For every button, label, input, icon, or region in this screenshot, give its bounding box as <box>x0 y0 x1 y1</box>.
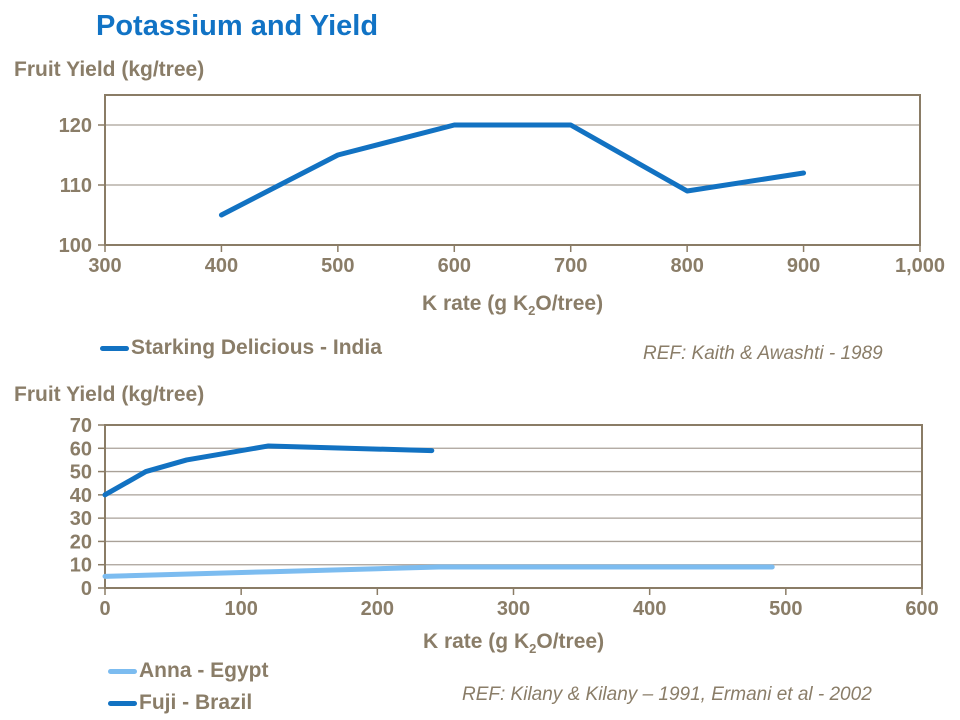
svg-text:500: 500 <box>769 598 802 620</box>
svg-text:0: 0 <box>99 598 110 620</box>
svg-text:300: 300 <box>88 255 121 277</box>
legend-line-marker-icon <box>108 668 137 674</box>
svg-text:1,000: 1,000 <box>895 255 945 277</box>
top-chart-y-axis-title: Fruit Yield (kg/tree) <box>14 58 205 81</box>
top-chart: 100 110 120 300 400 500 600 700 800 900 1,000 <box>59 94 945 277</box>
bottom-chart-x-axis-title: K rate (g K2O/tree) <box>105 630 922 656</box>
top-chart-x-axis-title: K rate (g K2O/tree) <box>105 292 920 318</box>
svg-text:700: 700 <box>554 255 587 277</box>
x-axis-title-subscript: 2 <box>529 641 537 657</box>
svg-text:400: 400 <box>205 255 238 277</box>
x-axis-title-text: O/tree) <box>536 630 605 653</box>
top-chart-legend: Starking Delicious - India <box>100 336 382 360</box>
svg-text:60: 60 <box>70 438 92 460</box>
x-axis-title-text: K rate (g K <box>422 630 530 653</box>
svg-text:500: 500 <box>321 255 354 277</box>
svg-text:100: 100 <box>59 235 92 257</box>
svg-text:600: 600 <box>905 598 938 620</box>
svg-text:70: 70 <box>70 415 92 437</box>
x-axis-title-text: O/tree) <box>535 292 604 315</box>
svg-text:900: 900 <box>787 255 820 277</box>
bottom-chart-y-axis-title: Fruit Yield (kg/tree) <box>14 383 205 406</box>
bottom-chart-legend: Anna - Egypt Fuji - Brazil <box>108 659 269 715</box>
series-line-anna-egypt <box>102 564 775 579</box>
svg-text:50: 50 <box>70 462 92 484</box>
legend-label: Starking Delicious - India <box>131 336 382 359</box>
slide-title: Potassium and Yield <box>96 10 379 42</box>
x-axis-title-subscript: 2 <box>528 303 536 319</box>
legend-label: Anna - Egypt <box>139 659 269 682</box>
series-line-fuji-brazil <box>102 443 435 498</box>
svg-text:10: 10 <box>70 555 92 577</box>
svg-text:200: 200 <box>361 598 394 620</box>
svg-text:120: 120 <box>59 115 92 137</box>
svg-text:40: 40 <box>70 485 92 507</box>
series-line-starking-delicious-india <box>218 122 807 218</box>
svg-text:30: 30 <box>70 508 92 530</box>
svg-text:800: 800 <box>670 255 703 277</box>
top-chart-reference: REF: Kaith & Awashti - 1989 <box>643 343 883 364</box>
svg-text:300: 300 <box>497 598 530 620</box>
bottom-chart-reference: REF: Kilany & Kilany – 1991, Ermani et a… <box>462 684 872 705</box>
svg-text:0: 0 <box>81 578 92 600</box>
legend-item-starking-delicious-india: Starking Delicious - India <box>100 336 382 360</box>
svg-text:600: 600 <box>438 255 471 277</box>
svg-text:100: 100 <box>224 598 257 620</box>
svg-text:110: 110 <box>60 175 92 197</box>
x-axis-title-text: K rate (g K <box>421 292 529 315</box>
legend-item-anna-egypt: Anna - Egypt <box>108 659 269 683</box>
legend-label: Fuji - Brazil <box>139 691 253 714</box>
svg-text:20: 20 <box>70 531 92 553</box>
legend-item-fuji-brazil: Fuji - Brazil <box>108 691 269 715</box>
legend-line-marker-icon <box>100 345 129 351</box>
legend-line-marker-icon <box>108 700 137 706</box>
svg-text:400: 400 <box>633 598 666 620</box>
